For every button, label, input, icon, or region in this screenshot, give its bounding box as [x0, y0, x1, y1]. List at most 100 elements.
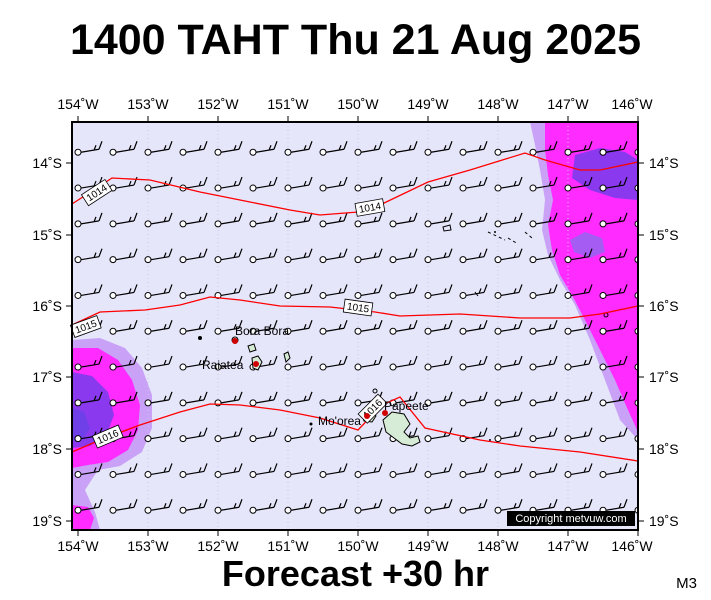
- wind-barb: [459, 499, 488, 514]
- model-code: M3: [676, 575, 697, 592]
- wind-barb: [634, 327, 638, 335]
- wind-barb: [494, 141, 523, 156]
- wind-barb: [144, 463, 173, 478]
- wind-barb: [144, 141, 173, 156]
- forecast-label: Forecast +30 hr: [221, 553, 490, 594]
- wind-barb: [529, 248, 558, 264]
- wind-barb: [144, 284, 173, 299]
- wind-barb: [529, 320, 558, 335]
- rain-area-east-medium: [545, 122, 638, 432]
- wind-barb: [109, 391, 138, 407]
- isobar-label-1015-center: 1015: [342, 298, 374, 317]
- wind-barb: [599, 320, 628, 335]
- rain-area-east-heavy-2: [570, 232, 605, 258]
- wind-barb: [109, 320, 138, 335]
- wind-barb: [564, 284, 593, 299]
- wind-barb: [144, 212, 173, 228]
- wind-barb: [74, 284, 103, 299]
- wind-barb: [564, 463, 593, 478]
- wind-barb: [634, 148, 638, 156]
- wind-barb: [599, 427, 628, 443]
- wind-barb: [529, 212, 558, 228]
- wind-barb: [354, 463, 383, 478]
- wind-barb: [529, 391, 558, 407]
- wind-barb: [634, 506, 638, 514]
- wind-barb: [494, 284, 523, 299]
- svg-text:148˚W: 148˚W: [477, 538, 519, 554]
- wind-barb: [634, 399, 638, 407]
- svg-text:16˚S: 16˚S: [32, 298, 62, 314]
- lat-labels-right: 14˚S 15˚S 16˚S 17˚S 18˚S 19˚S: [649, 155, 679, 529]
- wind-barb: [459, 355, 488, 371]
- svg-text:Copyright metvuw.com: Copyright metvuw.com: [515, 513, 626, 525]
- wind-barb: [599, 176, 628, 192]
- wind-barb: [144, 248, 173, 264]
- wind-barb: [144, 320, 173, 335]
- wind-barb: [144, 499, 173, 514]
- svg-text:152˚W: 152˚W: [197, 538, 239, 554]
- wind-barb: [564, 355, 593, 371]
- wind-barb: [319, 248, 348, 264]
- wind-barb: [214, 176, 243, 192]
- wind-barb: [74, 248, 103, 264]
- wind-barb: [179, 176, 208, 192]
- huahine-island: [283, 351, 291, 363]
- wind-barb: [284, 212, 313, 228]
- wind-barb: [389, 284, 418, 299]
- wind-barb: [494, 212, 523, 228]
- svg-text:151˚W: 151˚W: [267, 538, 309, 554]
- place-marker-papeete: [382, 410, 388, 416]
- wind-barb: [284, 355, 313, 371]
- svg-text:147˚W: 147˚W: [547, 538, 589, 554]
- svg-text:146˚W: 146˚W: [611, 538, 653, 554]
- wind-barb: [599, 355, 628, 371]
- wind-barb: [249, 463, 278, 478]
- wind-barb: [144, 391, 173, 407]
- wind-barb: [179, 499, 208, 514]
- wind-barb: [214, 248, 243, 264]
- place-marker-moorea: [364, 413, 370, 419]
- wind-barb: [494, 248, 523, 264]
- wind-barb: [319, 176, 348, 192]
- wind-barb: [109, 355, 138, 371]
- wind-barb: [249, 141, 278, 156]
- wind-barb: [214, 212, 243, 228]
- svg-text:18˚S: 18˚S: [649, 441, 679, 457]
- wind-barb: [214, 284, 243, 299]
- wind-barb: [214, 141, 243, 156]
- svg-text:1014: 1014: [358, 201, 382, 216]
- wind-barb: [249, 248, 278, 264]
- wind-barb: [529, 427, 558, 443]
- wind-barb: [424, 141, 453, 156]
- wind-barb: [459, 320, 488, 335]
- wind-barb: [494, 320, 523, 335]
- svg-text:150˚W: 150˚W: [337, 96, 379, 112]
- wind-barb: [354, 284, 383, 299]
- maupiti-island: [198, 336, 202, 340]
- svg-text:18˚S: 18˚S: [32, 441, 62, 457]
- wind-barb: [214, 320, 243, 335]
- isobar-1015: [72, 296, 638, 326]
- wind-barb: [284, 499, 313, 514]
- wind-barb: [459, 284, 488, 299]
- wind-barb: [354, 320, 383, 335]
- wind-barb: [599, 141, 628, 156]
- svg-text:17˚S: 17˚S: [32, 369, 62, 385]
- wind-barb: [144, 427, 173, 443]
- wind-barb: [529, 463, 558, 478]
- wind-barb: [319, 284, 348, 299]
- wind-barb: [634, 256, 638, 264]
- wind-barb: [634, 291, 638, 299]
- wind-barb: [354, 499, 383, 514]
- wind-barb: [354, 355, 383, 371]
- wind-barb: [74, 499, 103, 514]
- wind-barb: [319, 355, 348, 371]
- wind-barb: [284, 176, 313, 192]
- wind-barb: [284, 427, 313, 443]
- wind-barb: [564, 391, 593, 407]
- tuamotu-atoll: [442, 224, 452, 232]
- place-label-moorea: Mo'orea: [318, 414, 361, 428]
- wind-barb: [319, 391, 348, 407]
- wind-barb: [424, 284, 453, 299]
